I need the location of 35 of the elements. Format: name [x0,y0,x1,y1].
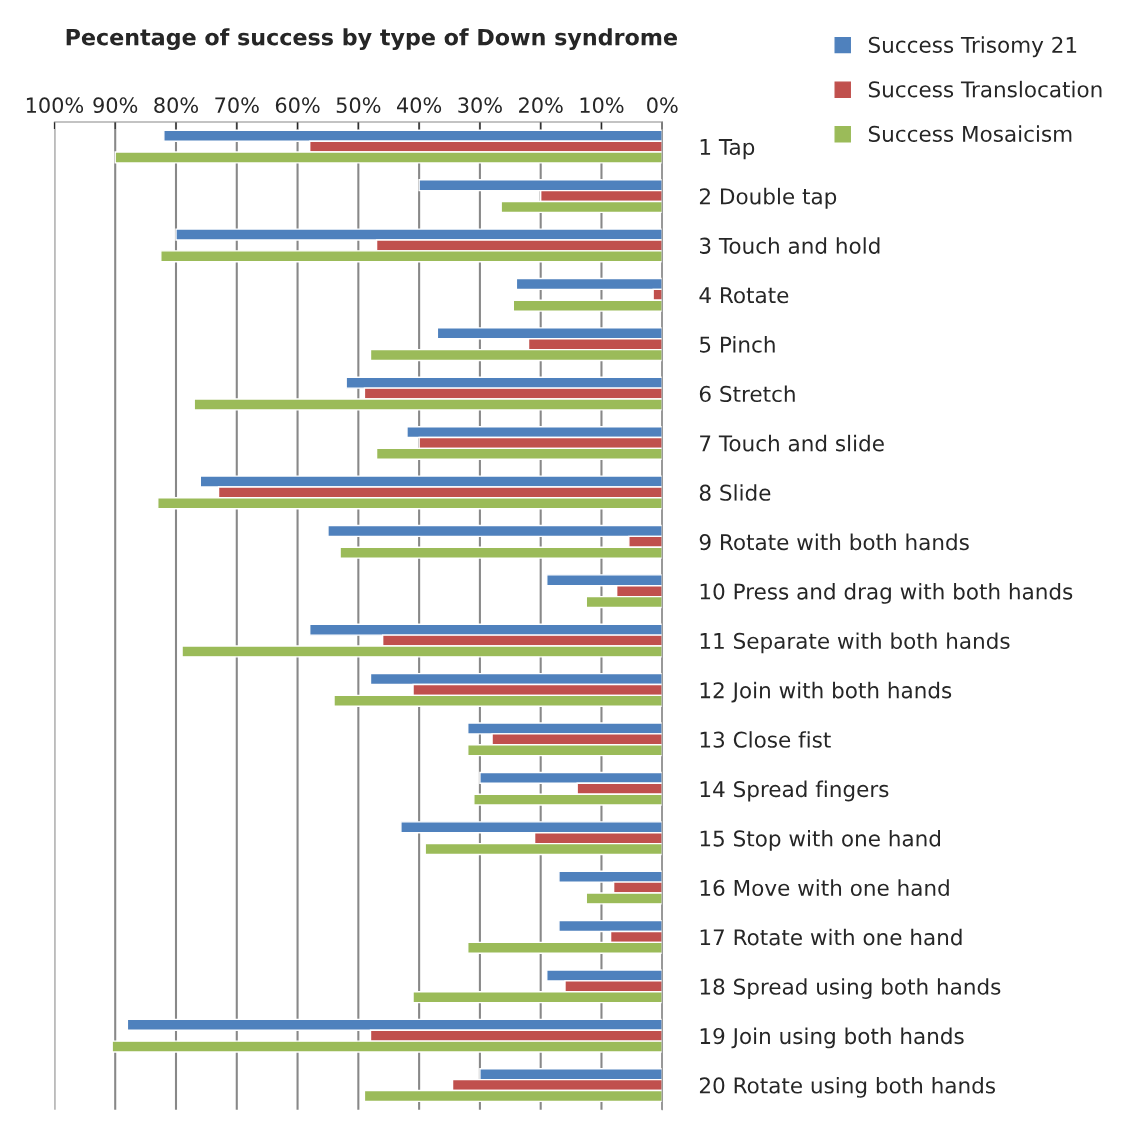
y-tick-label: 18 Spread using both hands [700,978,1001,999]
legend-label: Success Trisomy 21 [868,36,1077,58]
chart-title: Pecentage of success by type of Down syndrome [66,28,677,50]
y-tick-label: 14 Spread fingers [700,780,889,802]
x-tick-label: 90% [93,97,138,114]
y-tick-label: 4 Rotate [699,287,789,304]
y-tick-label: 11 Separate with both hands [700,632,1010,654]
y-tick-label: 9 Rotate with both hands [699,533,969,551]
y-tick-label: 19 Join using both hands [700,1027,964,1049]
x-tick-label: 30% [458,97,502,114]
x-tick-label: 60% [275,97,320,114]
y-tick-label: 3 Touch and hold [700,237,880,254]
y-tick-label: 10 Press and drag with both hands [700,582,1073,604]
x-tick-label: 0% [647,97,678,114]
x-tick-label: 100% [26,97,84,114]
x-tick-label: 50% [336,97,381,114]
y-tick-label: 1 Tap [700,139,755,160]
x-tick-label: 70% [215,97,259,114]
y-tick-label: 13 Close fist [700,731,831,748]
y-tick-label: 6 Stretch [699,385,795,403]
x-tick-label: 80% [154,97,198,114]
y-tick-label: 20 Rotate using both hands [699,1076,995,1098]
y-tick-label: 16 Move with one hand [700,879,949,897]
y-tick-label: 7 Touch and slide [700,434,884,452]
y-tick-label: 15 Stop with one hand [700,829,940,851]
y-tick-label: 8 Slide [699,484,771,501]
legend-label: Success Mosaicism [868,125,1072,142]
x-tick-label: 40% [396,97,442,114]
y-tick-label: 2 Double tap [699,187,837,209]
y-tick-label: 5 Pinch [700,336,775,353]
x-tick-label: 10% [580,97,624,114]
y-tick-label: 17 Rotate with one hand [700,928,962,946]
y-tick-label: 12 Join with both hands [700,681,952,703]
x-tick-label: 20% [519,97,563,114]
legend-label: Success Translocation [868,80,1102,98]
